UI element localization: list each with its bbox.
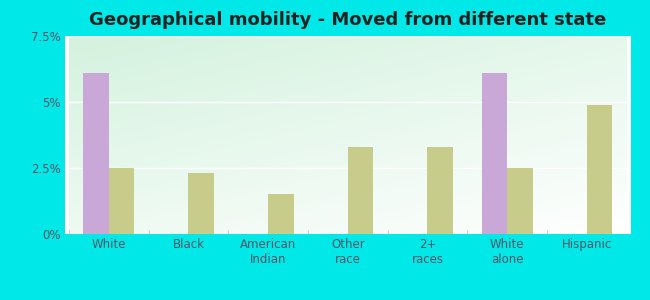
Bar <box>587 105 612 234</box>
Bar <box>348 147 373 234</box>
Bar <box>188 173 214 234</box>
Title: Geographical mobility - Moved from different state: Geographical mobility - Moved from diffe… <box>89 11 606 29</box>
Bar <box>109 168 135 234</box>
Bar <box>482 73 507 234</box>
Bar <box>268 194 294 234</box>
Bar <box>83 73 109 234</box>
Bar <box>428 147 453 234</box>
Bar <box>507 168 532 234</box>
